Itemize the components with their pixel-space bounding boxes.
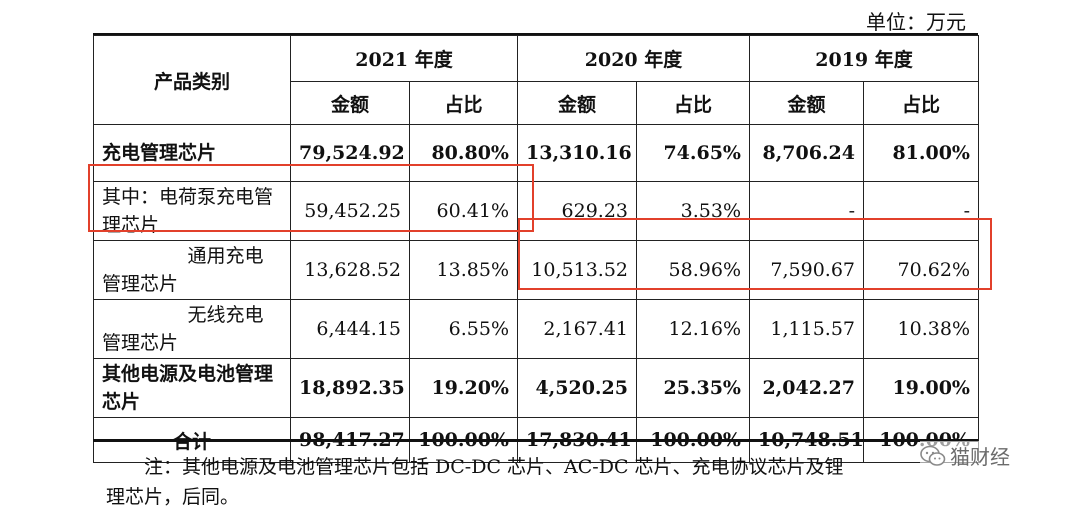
- header-row-metrics: 金额 占比 金额 占比 金额 占比: [94, 81, 979, 125]
- table-row: 其中：电荷泵充电管理芯片 59,452.25 60.41% 629.23 3.5…: [93, 181, 979, 241]
- header-ratio: 占比: [863, 81, 979, 125]
- cell-value: 6.55%: [409, 299, 518, 359]
- table-row: 充电管理芯片 79,524.92 80.80% 13,310.16 74.65%…: [93, 124, 979, 182]
- header-amount: 金额: [749, 81, 864, 125]
- cell-value: 58.96%: [636, 240, 750, 300]
- cell-value: 2,042.27: [749, 358, 864, 418]
- header-row-years: 产品类别 2021 年度 2020 年度 2019 年度: [93, 35, 979, 125]
- cell-value: 25.35%: [636, 358, 750, 418]
- watermark: 猫财经: [920, 441, 1010, 470]
- footnote-line-1: 注：其他电源及电池管理芯片包括 DC-DC 芯片、AC-DC 芯片、充电协议芯片…: [144, 456, 844, 478]
- table-bottom-rule: [93, 439, 978, 442]
- cell-value: 13.85%: [409, 240, 518, 300]
- cell-value: -: [749, 181, 864, 241]
- cell-value: 3.53%: [636, 181, 750, 241]
- cell-value: 629.23: [517, 181, 637, 241]
- cell-value: 19.20%: [409, 358, 518, 418]
- table-row: 通用充电管理芯片 13,628.52 13.85% 10,513.52 58.9…: [93, 240, 979, 300]
- row-label: 其中：电荷泵充电管理芯片: [93, 181, 291, 241]
- cell-value: 6,444.15: [290, 299, 410, 359]
- header-category: 产品类别: [93, 35, 291, 125]
- header-year-2021: 2021 年度: [290, 35, 518, 82]
- header-year-2020: 2020 年度: [517, 35, 750, 82]
- cell-value: 18,892.35: [290, 358, 410, 418]
- wechat-logo-icon: [920, 445, 946, 466]
- cell-value: 7,590.67: [749, 240, 864, 300]
- cell-value: 80.80%: [409, 124, 518, 182]
- cell-value: 59,452.25: [290, 181, 410, 241]
- cell-value: 81.00%: [863, 124, 979, 182]
- row-label: 其他电源及电池管理芯片: [93, 358, 291, 418]
- cell-value: -: [863, 181, 979, 241]
- cell-value: 12.16%: [636, 299, 750, 359]
- cell-value: 4,520.25: [517, 358, 637, 418]
- header-ratio: 占比: [409, 81, 518, 125]
- footnote-line-2: 理芯片，后同。: [106, 486, 240, 508]
- table-row: 无线充电管理芯片 6,444.15 6.55% 2,167.41 12.16% …: [93, 299, 979, 359]
- cell-value: 19.00%: [863, 358, 979, 418]
- cell-value: 74.65%: [636, 124, 750, 182]
- cell-value: 70.62%: [863, 240, 979, 300]
- header-amount: 金额: [517, 81, 637, 125]
- cell-value: 10.38%: [863, 299, 979, 359]
- watermark-text: 猫财经: [950, 445, 1010, 469]
- footnote: 注：其他电源及电池管理芯片包括 DC-DC 芯片、AC-DC 芯片、充电协议芯片…: [106, 452, 968, 512]
- cell-value: 1,115.57: [749, 299, 864, 359]
- cell-value: 13,628.52: [290, 240, 410, 300]
- cell-value: 2,167.41: [517, 299, 637, 359]
- header-year-2019: 2019 年度: [749, 35, 979, 82]
- cell-value: 10,513.52: [517, 240, 637, 300]
- cell-value: 79,524.92: [290, 124, 410, 182]
- row-label: 无线充电管理芯片: [93, 299, 291, 359]
- header-amount: 金额: [290, 81, 410, 125]
- row-label: 充电管理芯片: [93, 124, 291, 182]
- table-top-rule: [93, 33, 978, 36]
- unit-label: 单位：万元: [866, 10, 966, 34]
- cell-value: 8,706.24: [749, 124, 864, 182]
- revenue-table: 产品类别 2021 年度 2020 年度 2019 年度 金额 占比 金额 占比…: [93, 35, 979, 463]
- cell-value: 13,310.16: [517, 124, 637, 182]
- table-row: 其他电源及电池管理芯片 18,892.35 19.20% 4,520.25 25…: [93, 358, 979, 418]
- header-ratio: 占比: [636, 81, 750, 125]
- cell-value: 60.41%: [409, 181, 518, 241]
- row-label: 通用充电管理芯片: [93, 240, 291, 300]
